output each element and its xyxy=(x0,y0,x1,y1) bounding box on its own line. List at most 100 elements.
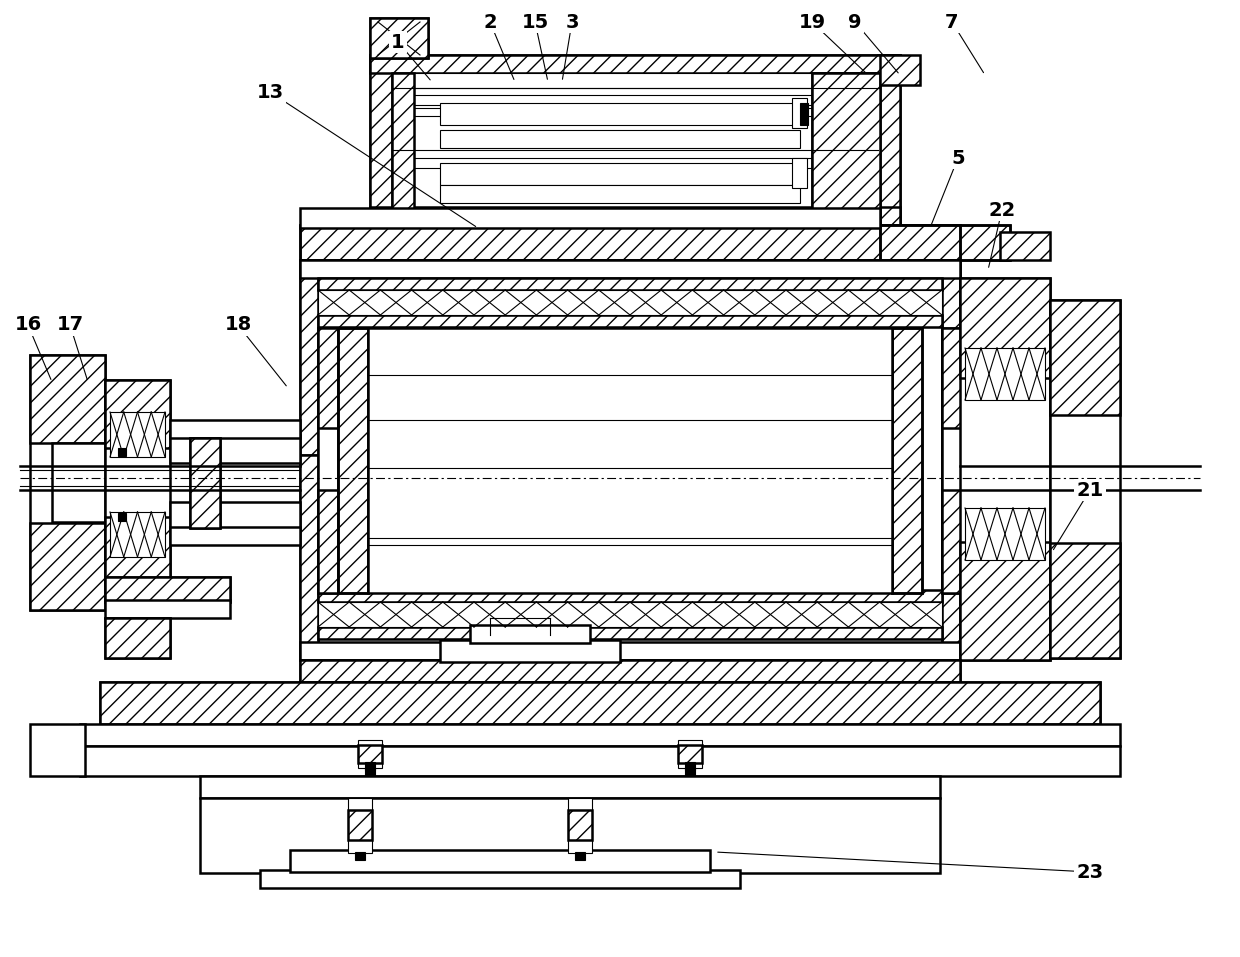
Bar xyxy=(684,762,694,770)
Text: 2: 2 xyxy=(484,12,497,32)
Bar xyxy=(392,158,822,168)
Bar xyxy=(317,590,942,602)
Bar xyxy=(110,412,165,457)
Bar xyxy=(317,290,942,315)
Bar xyxy=(1050,300,1120,415)
Bar xyxy=(684,768,694,776)
Bar xyxy=(800,103,808,125)
Bar xyxy=(317,602,942,627)
Bar xyxy=(392,73,414,225)
Bar xyxy=(170,435,300,463)
Bar xyxy=(965,508,1045,560)
Bar xyxy=(118,448,126,456)
Bar xyxy=(792,98,807,128)
Bar xyxy=(368,328,892,593)
Bar xyxy=(999,232,1050,260)
Bar xyxy=(568,810,591,840)
Text: 13: 13 xyxy=(257,82,284,101)
Bar xyxy=(365,768,374,776)
Bar xyxy=(440,185,800,203)
Text: 15: 15 xyxy=(521,12,548,32)
Bar xyxy=(81,746,1120,776)
Bar xyxy=(105,380,170,448)
Bar xyxy=(200,776,940,798)
Bar xyxy=(300,225,1011,260)
Bar xyxy=(812,73,880,225)
Bar xyxy=(300,260,317,660)
Bar xyxy=(100,682,1100,724)
Bar xyxy=(960,278,1050,378)
Bar xyxy=(317,627,942,639)
Bar xyxy=(300,660,960,682)
Bar xyxy=(105,517,170,585)
Bar xyxy=(317,627,942,639)
Bar xyxy=(105,618,170,658)
Bar xyxy=(392,73,414,225)
Bar xyxy=(100,682,1100,724)
Bar xyxy=(942,328,962,593)
Bar xyxy=(300,455,317,660)
Bar xyxy=(392,73,880,88)
Bar xyxy=(110,512,165,557)
Bar xyxy=(942,455,960,660)
Bar xyxy=(290,850,711,872)
Text: 17: 17 xyxy=(57,316,83,335)
Bar xyxy=(880,55,920,85)
Bar xyxy=(942,260,960,660)
Bar xyxy=(348,798,372,853)
Bar xyxy=(317,315,942,327)
Bar xyxy=(878,55,900,225)
Bar xyxy=(30,724,86,776)
Bar xyxy=(392,108,822,116)
Bar xyxy=(105,577,229,602)
Bar xyxy=(300,642,960,660)
Bar xyxy=(317,278,942,290)
Bar xyxy=(965,348,1045,400)
Bar xyxy=(317,590,942,602)
Bar xyxy=(358,745,382,763)
Bar xyxy=(339,328,368,593)
Bar xyxy=(440,640,620,662)
Bar xyxy=(960,542,1050,660)
Bar xyxy=(370,55,392,225)
Text: 5: 5 xyxy=(951,148,965,167)
Text: 7: 7 xyxy=(945,12,959,32)
Bar xyxy=(260,870,740,888)
Bar xyxy=(568,798,591,853)
Bar xyxy=(317,328,339,593)
Bar xyxy=(942,260,960,455)
Bar xyxy=(575,852,585,860)
Text: 1: 1 xyxy=(391,33,404,52)
Bar xyxy=(440,103,800,125)
Bar xyxy=(300,225,1011,260)
Text: 22: 22 xyxy=(988,201,1016,219)
Bar xyxy=(170,420,300,438)
Bar xyxy=(470,625,590,643)
Bar xyxy=(200,798,940,873)
Bar xyxy=(892,328,923,593)
Text: 9: 9 xyxy=(848,12,862,32)
Bar xyxy=(880,225,960,260)
Bar xyxy=(300,260,960,278)
Text: 21: 21 xyxy=(1076,480,1104,500)
Text: 23: 23 xyxy=(1076,862,1104,881)
Bar xyxy=(81,724,1120,746)
Bar xyxy=(317,315,942,327)
Bar xyxy=(370,18,428,58)
Bar xyxy=(392,95,822,105)
Bar xyxy=(880,225,960,260)
Bar xyxy=(52,443,105,522)
Bar xyxy=(317,278,942,290)
Bar xyxy=(190,438,219,528)
Bar xyxy=(678,740,702,768)
Bar xyxy=(30,355,105,610)
Bar xyxy=(880,55,920,85)
Bar xyxy=(118,513,126,521)
Bar xyxy=(370,18,428,58)
Text: 16: 16 xyxy=(15,316,42,335)
Bar xyxy=(339,328,368,593)
Bar xyxy=(792,158,807,188)
Bar xyxy=(440,130,800,148)
Bar xyxy=(440,163,800,185)
Bar xyxy=(170,502,300,530)
